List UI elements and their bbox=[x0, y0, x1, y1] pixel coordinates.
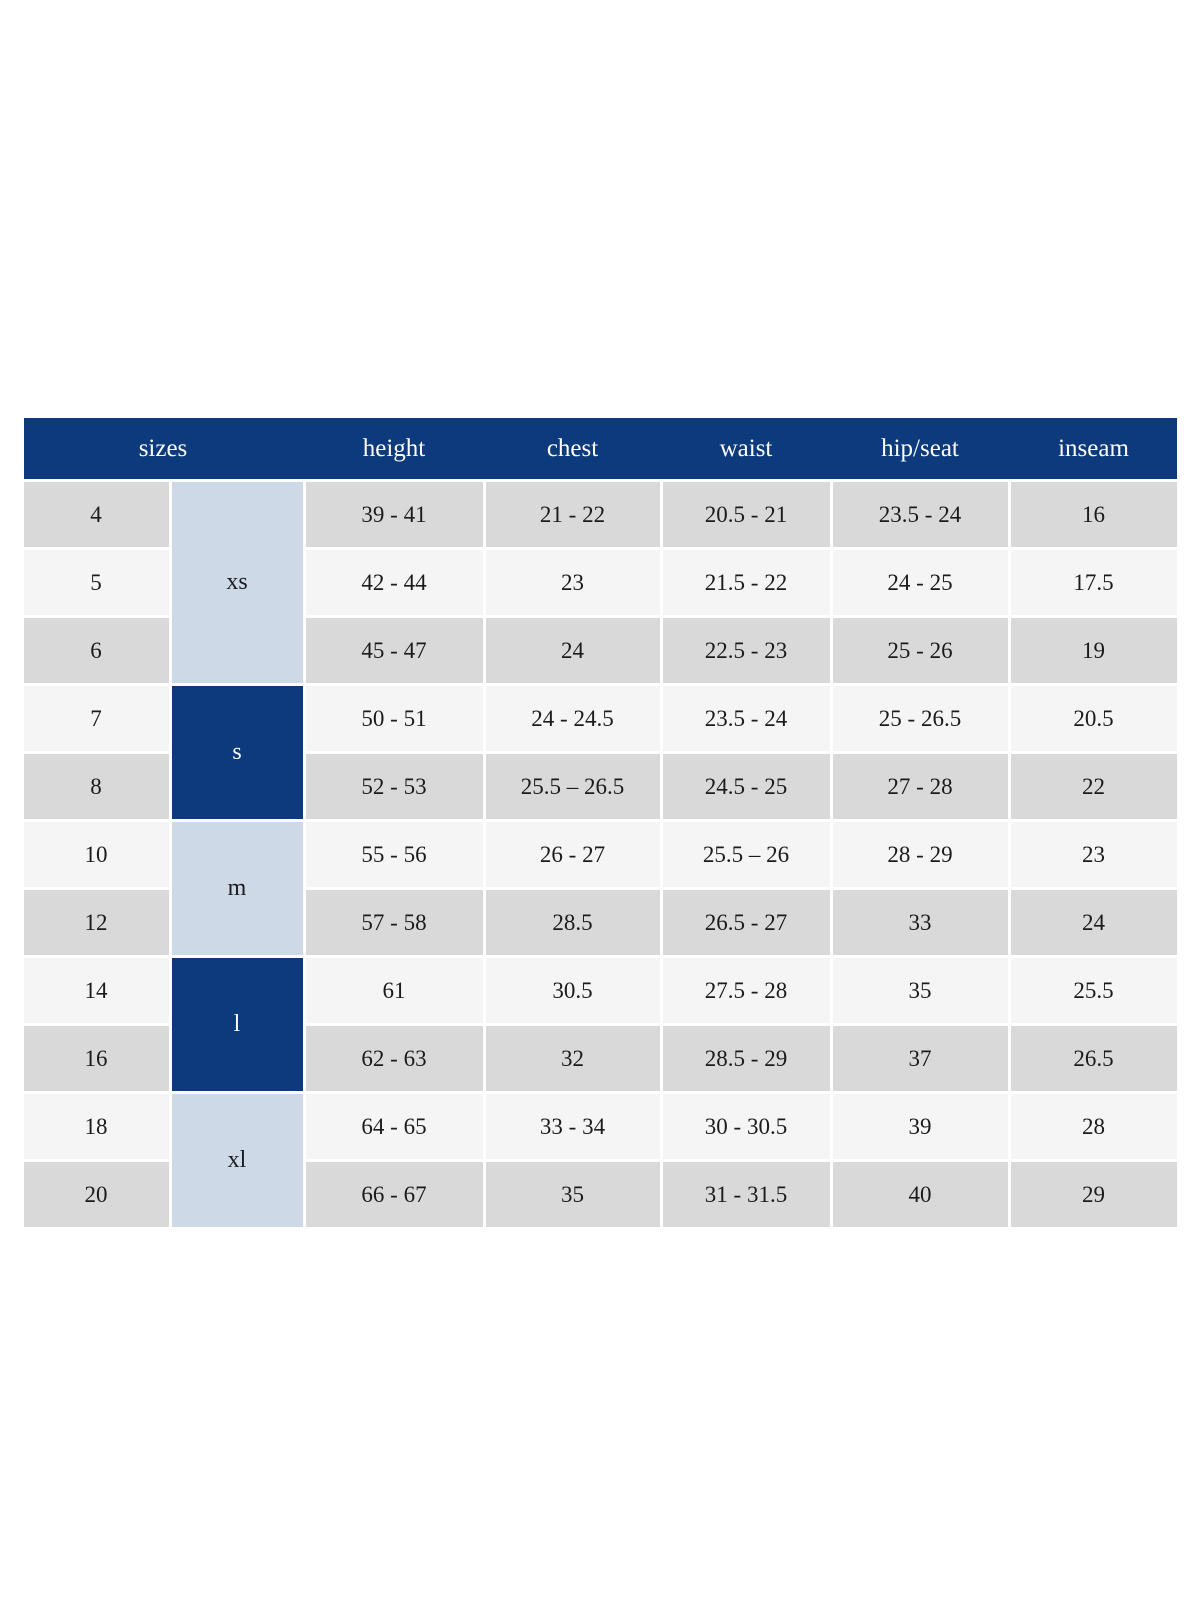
table-row: 20 66 - 67 35 31 - 31.5 40 29 bbox=[23, 1162, 1177, 1227]
size-number-cell: 14 bbox=[23, 958, 169, 1023]
size-number-cell: 5 bbox=[23, 550, 169, 615]
waist-cell: 26.5 - 27 bbox=[662, 890, 830, 955]
inseam-cell: 24 bbox=[1010, 890, 1177, 955]
hip-seat-cell: 23.5 - 24 bbox=[832, 482, 1008, 547]
size-number-cell: 10 bbox=[23, 822, 169, 887]
size-number-cell: 6 bbox=[23, 618, 169, 683]
chest-cell: 35 bbox=[485, 1162, 660, 1227]
table-row: 4 xs 39 - 41 21 - 22 20.5 - 21 23.5 - 24… bbox=[23, 482, 1177, 683]
column-header-sizes: sizes bbox=[138, 434, 188, 462]
chest-cell: 21 - 22 bbox=[485, 482, 660, 547]
chest-cell: 30.5 bbox=[485, 958, 660, 1023]
table-row: 18 xl 64 - 65 33 - 34 30 - 30.5 39 28 bbox=[23, 1094, 1177, 1227]
size-number-cell: 16 bbox=[23, 1026, 169, 1091]
size-group-cell-m: m bbox=[171, 822, 303, 955]
size-number-cell: 12 bbox=[23, 890, 169, 955]
size-group-cell-xl: xl bbox=[171, 1094, 303, 1227]
hip-seat-cell: 35 bbox=[832, 958, 1008, 1023]
inseam-cell: 29 bbox=[1010, 1162, 1177, 1227]
size-number-cell: 18 bbox=[23, 1094, 169, 1159]
table-row: 7 s 50 - 51 24 - 24.5 23.5 - 24 25 - 26.… bbox=[23, 686, 1177, 819]
height-cell: 64 - 65 bbox=[305, 1094, 483, 1159]
table-row: 6 45 - 47 24 22.5 - 23 25 - 26 19 bbox=[23, 618, 1177, 683]
chest-cell: 24 bbox=[485, 618, 660, 683]
inseam-cell: 26.5 bbox=[1010, 1026, 1177, 1091]
height-cell: 45 - 47 bbox=[305, 618, 483, 683]
table-row: 10 m 55 - 56 26 - 27 25.5 – 26 28 - 29 2… bbox=[23, 822, 1177, 955]
hip-seat-cell: 33 bbox=[832, 890, 1008, 955]
hip-seat-cell: 28 - 29 bbox=[832, 822, 1008, 887]
hip-seat-cell: 39 bbox=[832, 1094, 1008, 1159]
height-cell: 39 - 41 bbox=[305, 482, 483, 547]
waist-cell: 27.5 - 28 bbox=[662, 958, 830, 1023]
header-bar: sizes height chest waist hip/seat inseam bbox=[23, 418, 1177, 479]
hip-seat-cell: 25 - 26.5 bbox=[832, 686, 1008, 751]
waist-cell: 28.5 - 29 bbox=[662, 1026, 830, 1091]
chest-cell: 28.5 bbox=[485, 890, 660, 955]
waist-cell: 30 - 30.5 bbox=[662, 1094, 830, 1159]
hip-seat-cell: 27 - 28 bbox=[832, 754, 1008, 819]
waist-cell: 31 - 31.5 bbox=[662, 1162, 830, 1227]
height-cell: 66 - 67 bbox=[305, 1162, 483, 1227]
waist-cell: 21.5 - 22 bbox=[662, 550, 830, 615]
chest-cell: 26 - 27 bbox=[485, 822, 660, 887]
table-header-row: sizes height chest waist hip/seat inseam bbox=[23, 418, 1177, 479]
inseam-cell: 22 bbox=[1010, 754, 1177, 819]
table-row: 8 52 - 53 25.5 – 26.5 24.5 - 25 27 - 28 … bbox=[23, 754, 1177, 819]
hip-seat-cell: 40 bbox=[832, 1162, 1008, 1227]
column-header-hip-seat: hip/seat bbox=[881, 434, 959, 462]
table-row: 14 l 61 30.5 27.5 - 28 35 25.5 bbox=[23, 958, 1177, 1091]
size-number-cell: 20 bbox=[23, 1162, 169, 1227]
chest-cell: 25.5 – 26.5 bbox=[485, 754, 660, 819]
waist-cell: 22.5 - 23 bbox=[662, 618, 830, 683]
waist-cell: 24.5 - 25 bbox=[662, 754, 830, 819]
waist-cell: 25.5 – 26 bbox=[662, 822, 830, 887]
table-row: 16 62 - 63 32 28.5 - 29 37 26.5 bbox=[23, 1026, 1177, 1091]
inseam-cell: 16 bbox=[1010, 482, 1177, 547]
size-group-cell-l: l bbox=[171, 958, 303, 1091]
table-row: 12 57 - 58 28.5 26.5 - 27 33 24 bbox=[23, 890, 1177, 955]
waist-cell: 20.5 - 21 bbox=[662, 482, 830, 547]
inseam-cell: 25.5 bbox=[1010, 958, 1177, 1023]
hip-seat-cell: 25 - 26 bbox=[832, 618, 1008, 683]
inseam-cell: 23 bbox=[1010, 822, 1177, 887]
size-number-cell: 4 bbox=[23, 482, 169, 547]
height-cell: 50 - 51 bbox=[305, 686, 483, 751]
size-group-cell-s: s bbox=[171, 686, 303, 819]
column-header-height: height bbox=[362, 434, 426, 462]
size-number-cell: 7 bbox=[23, 686, 169, 751]
waist-cell: 23.5 - 24 bbox=[662, 686, 830, 751]
table-row: 5 42 - 44 23 21.5 - 22 24 - 25 17.5 bbox=[23, 550, 1177, 615]
inseam-cell: 19 bbox=[1010, 618, 1177, 683]
hip-seat-cell: 37 bbox=[832, 1026, 1008, 1091]
inseam-cell: 17.5 bbox=[1010, 550, 1177, 615]
size-group-cell-xs: xs bbox=[171, 482, 303, 683]
height-cell: 52 - 53 bbox=[305, 754, 483, 819]
column-header-inseam: inseam bbox=[1058, 434, 1129, 462]
column-header-chest: chest bbox=[546, 434, 599, 462]
size-chart-table: sizes height chest waist hip/seat inseam… bbox=[21, 415, 1180, 1230]
chest-cell: 23 bbox=[485, 550, 660, 615]
height-cell: 42 - 44 bbox=[305, 550, 483, 615]
height-cell: 61 bbox=[305, 958, 483, 1023]
chest-cell: 24 - 24.5 bbox=[485, 686, 660, 751]
hip-seat-cell: 24 - 25 bbox=[832, 550, 1008, 615]
chest-cell: 33 - 34 bbox=[485, 1094, 660, 1159]
inseam-cell: 20.5 bbox=[1010, 686, 1177, 751]
size-number-cell: 8 bbox=[23, 754, 169, 819]
column-header-waist: waist bbox=[719, 434, 773, 462]
inseam-cell: 28 bbox=[1010, 1094, 1177, 1159]
height-cell: 55 - 56 bbox=[305, 822, 483, 887]
height-cell: 62 - 63 bbox=[305, 1026, 483, 1091]
chest-cell: 32 bbox=[485, 1026, 660, 1091]
height-cell: 57 - 58 bbox=[305, 890, 483, 955]
